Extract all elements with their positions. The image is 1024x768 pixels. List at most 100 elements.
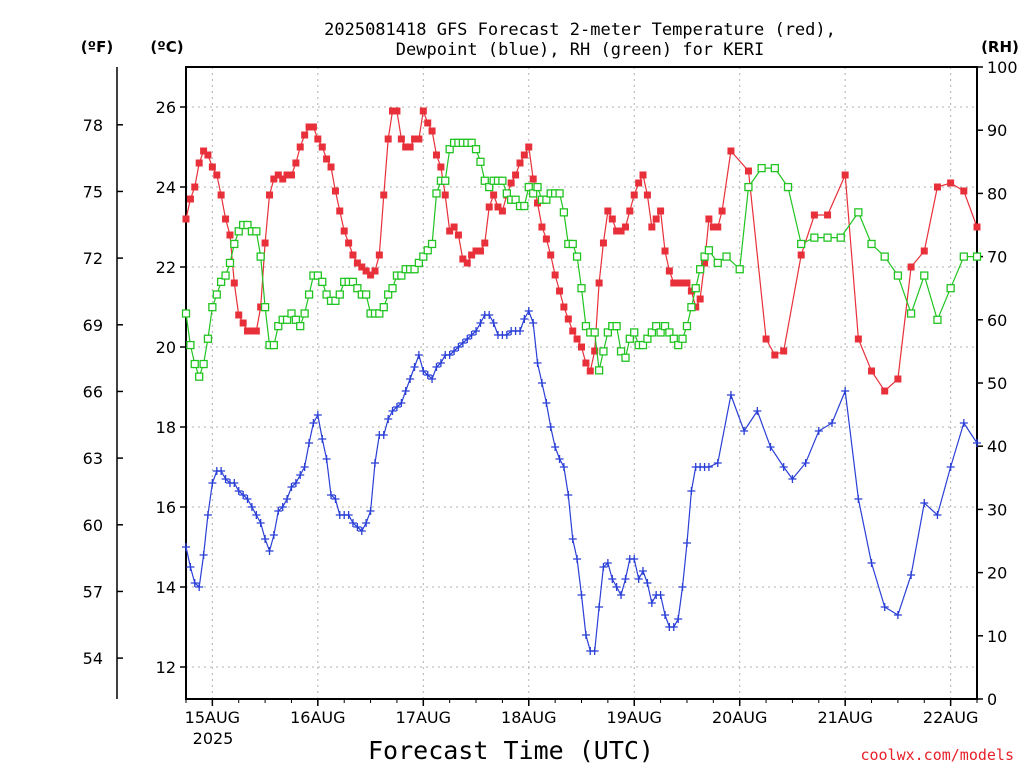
temperature-point — [200, 147, 208, 155]
temperature-point — [516, 159, 524, 167]
dewpoint-point — [445, 351, 454, 359]
temperature-point — [331, 187, 339, 195]
fahrenheit-tick-label: 60 — [83, 516, 103, 535]
temperature-point — [652, 215, 660, 223]
dewpoint-point — [366, 507, 375, 515]
fahrenheit-tick-label: 63 — [83, 449, 103, 468]
rh-point — [713, 258, 722, 268]
dewpoint-point — [406, 375, 415, 383]
dewpoint-point — [880, 603, 889, 611]
temperature-point — [868, 367, 876, 375]
dewpoint-point — [740, 427, 749, 435]
temperature-point — [608, 215, 616, 223]
temperature-point — [270, 175, 278, 183]
rh-point — [243, 220, 252, 230]
data-series — [181, 107, 982, 655]
dewpoint-point — [524, 307, 533, 315]
temperature-point — [397, 135, 405, 143]
temperature-point — [340, 227, 348, 235]
dewpoint-point — [555, 455, 564, 463]
temperature-point — [705, 215, 713, 223]
temperature-point — [582, 359, 590, 367]
rh-point — [432, 189, 441, 198]
temperature-point — [437, 163, 445, 171]
temperature-point — [428, 127, 436, 135]
temperature-point — [854, 335, 862, 343]
rh-point — [252, 227, 261, 236]
rh-point — [471, 145, 481, 154]
dewpoint-point — [410, 363, 419, 371]
rh-point — [810, 233, 819, 242]
rh-point — [331, 296, 340, 305]
temperature-point — [362, 267, 370, 275]
temperature-point — [714, 223, 722, 231]
temperature-point — [824, 211, 832, 219]
temperature-point — [450, 223, 458, 231]
temperature-point — [191, 183, 199, 191]
rh-point — [687, 303, 696, 312]
dewpoint-point — [296, 471, 305, 479]
rh-point — [722, 252, 731, 261]
rh-point — [656, 328, 665, 337]
celsius-tick-label: 26 — [156, 98, 176, 117]
rh-point — [348, 277, 358, 287]
temperature-point — [243, 327, 251, 335]
rh-point — [880, 252, 889, 261]
rh-point — [520, 201, 529, 211]
dewpoint-point — [669, 623, 678, 631]
dewpoint-point — [436, 359, 445, 367]
dewpoint-point — [256, 519, 265, 527]
rh-point — [797, 239, 806, 249]
dewpoint-point — [327, 491, 336, 499]
rh-point — [920, 271, 929, 280]
temperature-point — [696, 295, 704, 303]
rh-tick-label: 20 — [987, 564, 1007, 583]
rh-point — [625, 334, 634, 343]
series-rh — [181, 138, 982, 381]
temperature-point — [292, 159, 300, 167]
rh-point — [616, 347, 626, 356]
rh-point — [603, 328, 613, 337]
temperature-point — [182, 215, 190, 223]
temperature-point — [336, 207, 344, 215]
rh-tick-label: 50 — [987, 374, 1007, 393]
year-label: 2025 — [193, 729, 234, 748]
rh-point — [529, 189, 538, 198]
celsius-tick-label: 14 — [156, 578, 176, 597]
rh-point — [612, 321, 621, 331]
dewpoint-point — [638, 567, 647, 575]
rh-point — [274, 321, 283, 331]
temperature-point — [375, 251, 383, 259]
temperature-point — [349, 251, 357, 259]
rh-point — [260, 303, 270, 312]
unit-label-fahrenheit: (ºF) — [81, 38, 113, 56]
temperature-point — [643, 191, 651, 199]
celsius-tick-label: 20 — [156, 338, 176, 357]
dewpoint-point — [182, 543, 190, 551]
dewpoint-point — [230, 479, 239, 487]
temperature-point — [261, 239, 269, 247]
dewpoint-point — [608, 575, 617, 583]
rh-tick-label: 60 — [987, 311, 1007, 330]
rh-point — [186, 340, 195, 350]
temperature-point — [512, 171, 520, 179]
temperature-point — [498, 207, 506, 215]
rh-point — [221, 271, 230, 280]
dewpoint-point — [520, 315, 529, 323]
dewpoint-point — [537, 379, 546, 387]
rh-point — [353, 284, 362, 293]
rh-point — [269, 340, 279, 350]
rh-point — [893, 271, 903, 280]
rh-point — [674, 340, 683, 350]
temperature-point — [630, 191, 638, 199]
temperature-point — [296, 143, 304, 151]
dewpoint-point — [384, 415, 393, 423]
temperature-point — [674, 279, 682, 287]
dewpoint-point — [331, 495, 340, 503]
chart-title-line1: 2025081418 GFS Forecast 2-meter Temperat… — [324, 20, 836, 40]
rh-point — [735, 265, 744, 274]
dewpoint-point — [595, 603, 604, 611]
rh-point — [379, 303, 388, 312]
dewpoint-point — [239, 491, 248, 499]
temperature-point — [248, 327, 256, 335]
